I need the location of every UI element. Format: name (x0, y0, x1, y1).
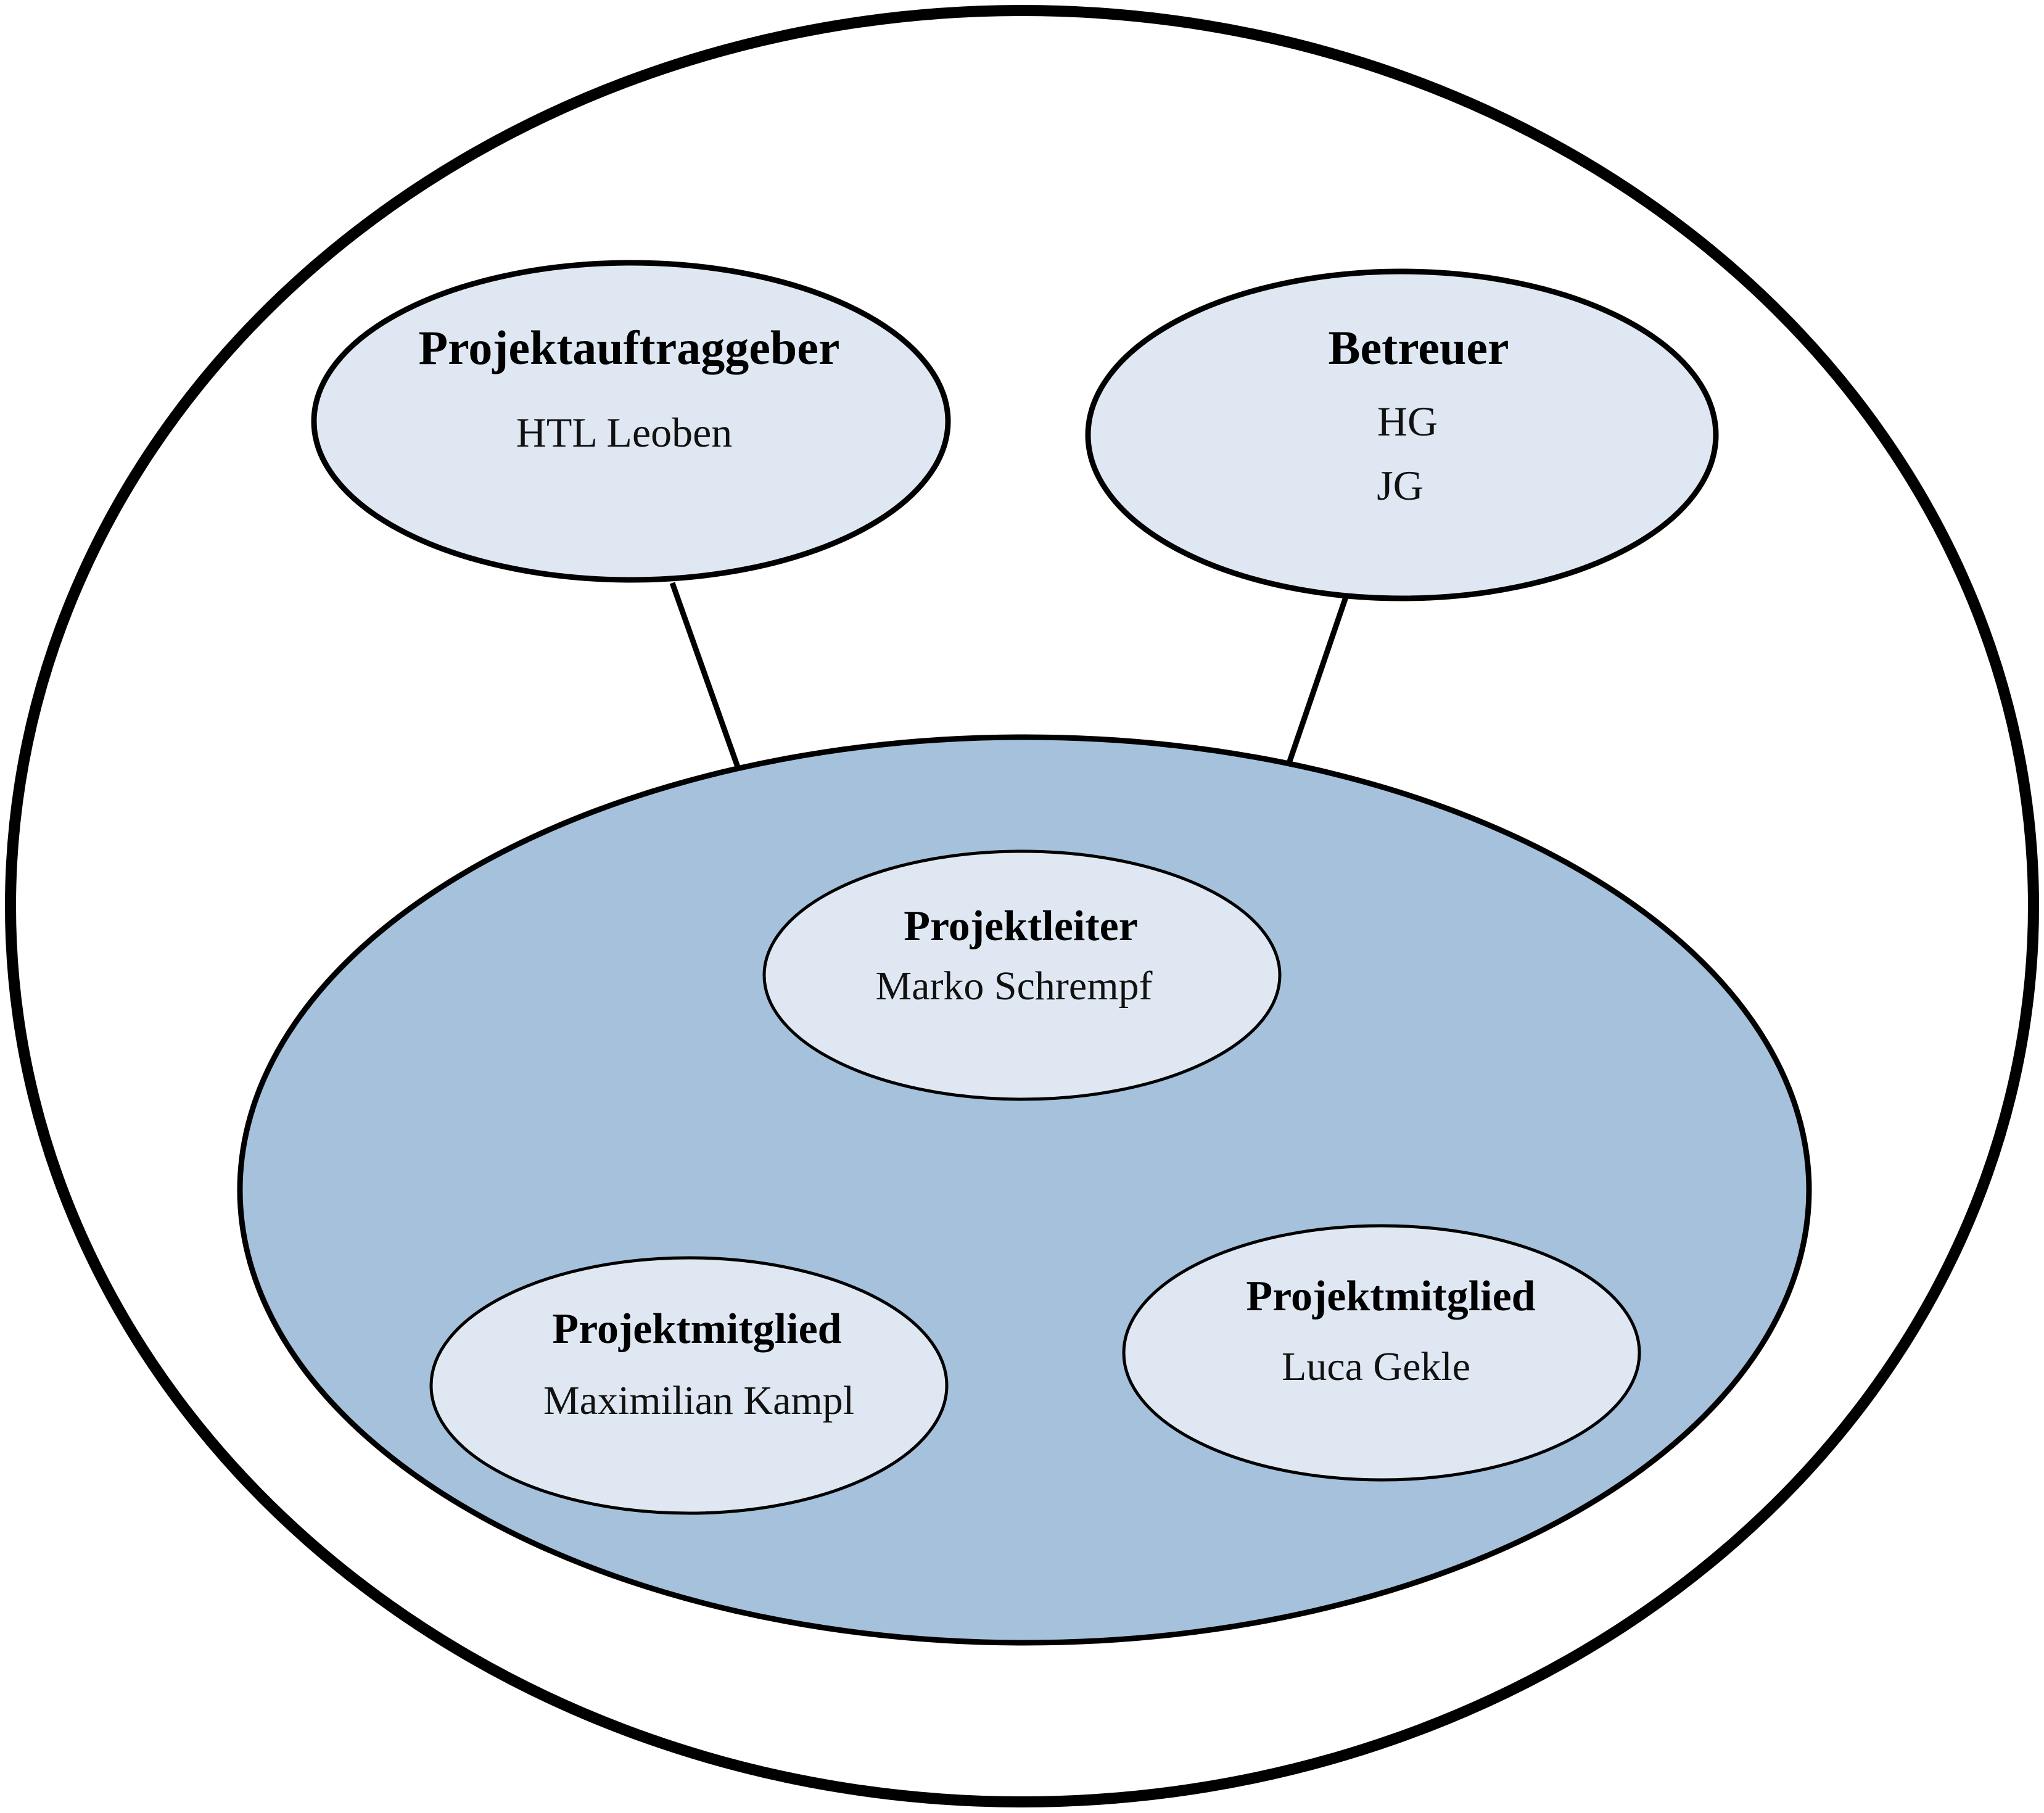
project-member-node-title: Projektmitglied (552, 1305, 841, 1353)
supervisor-node-title: Betreuer (1328, 321, 1509, 374)
project-member-node: Projektmitglied Luca Gekle (1122, 1224, 1641, 1482)
client-node-line: HTL Leoben (516, 409, 733, 456)
connector-client-team (669, 582, 741, 770)
project-member-node-line: Maximilian Kampl (543, 1378, 854, 1423)
project-member-node-title: Projektmitglied (1246, 1273, 1535, 1320)
supervisor-node: Betreuer HG JG (1085, 268, 1719, 601)
supervisor-node-line: HG (1377, 398, 1438, 445)
project-lead-node-line: Marko Schrempf (875, 964, 1152, 1009)
project-member-node-line: Luca Gekle (1282, 1344, 1470, 1389)
supervisor-node-line: JG (1377, 462, 1424, 509)
project-lead-node: Projektleiter Marko Schrempf (762, 849, 1282, 1101)
client-node-title: Projektauftraggeber (419, 321, 840, 374)
supervisor-node-shape (1085, 268, 1719, 601)
connector-supervisor-team (1286, 596, 1349, 764)
client-node: Projektauftraggeber HTL Leoben (311, 260, 951, 583)
project-lead-node-title: Projektleiter (904, 902, 1138, 950)
project-lead-node-shape (762, 849, 1282, 1101)
project-member-node: Projektmitglied Maximilian Kampl (429, 1256, 949, 1515)
project-member-node-shape (429, 1256, 949, 1515)
project-member-node-shape (1122, 1224, 1641, 1482)
client-node-shape (311, 260, 951, 583)
